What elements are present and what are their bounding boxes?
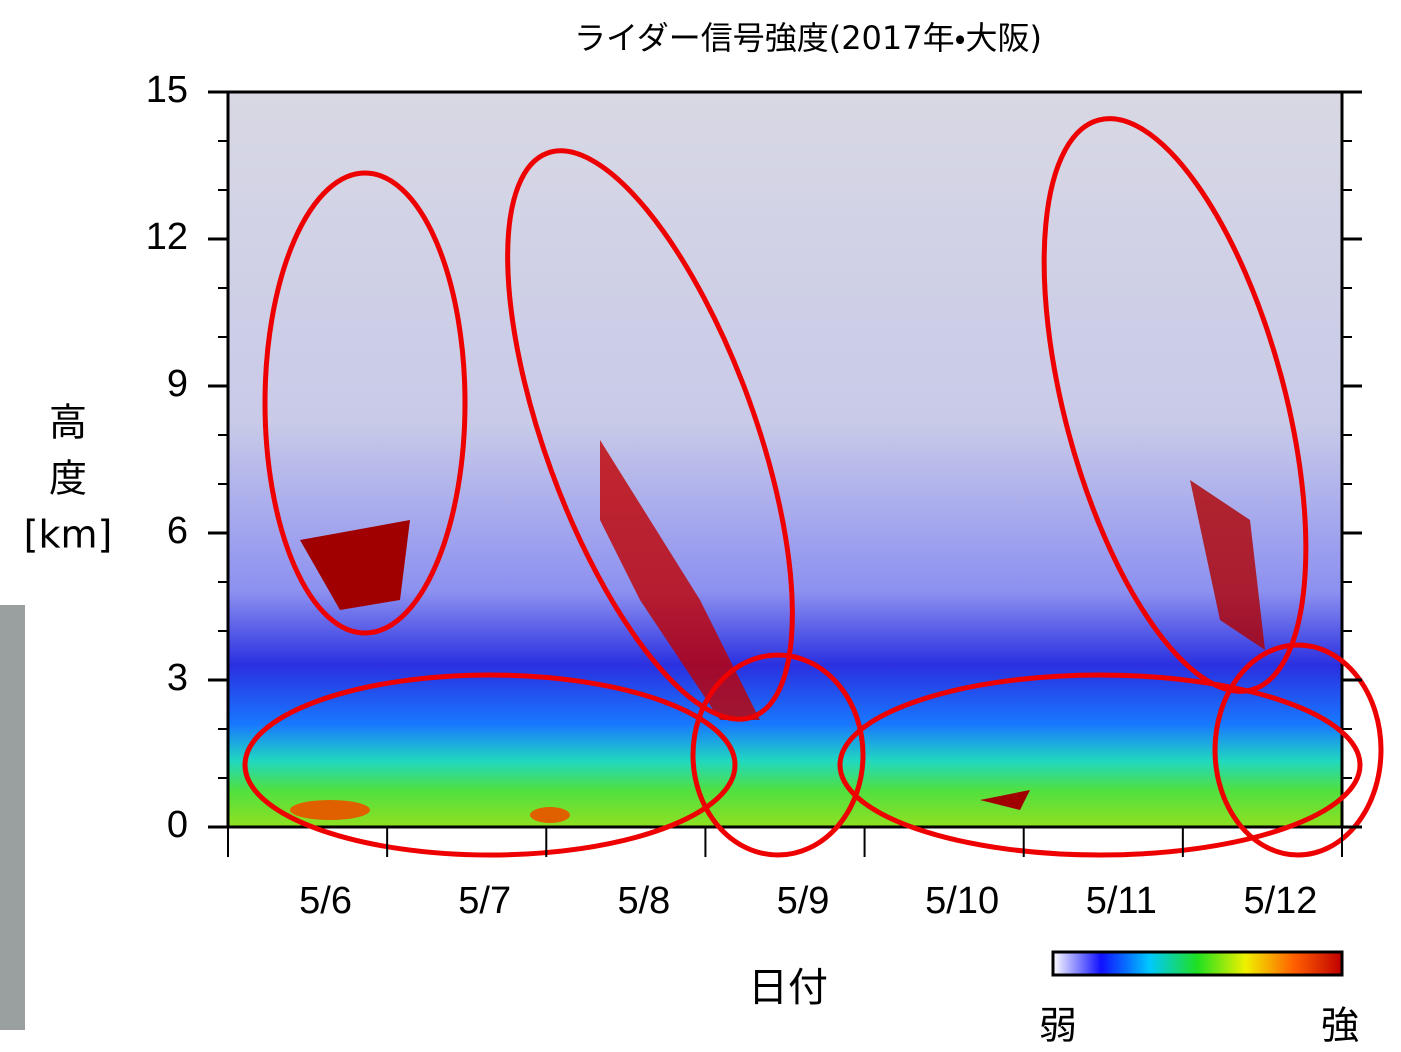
y-axis-label-line: 度 (49, 457, 87, 501)
x-tick-label: 5/9 (777, 880, 830, 922)
y-tick-label: 0 (167, 804, 188, 846)
colorbar-label: 強 (1321, 1004, 1359, 1048)
colorbar (1051, 950, 1344, 977)
colorbar-label: 弱 (1039, 1004, 1077, 1048)
x-tick-label: 5/8 (617, 880, 670, 922)
x-tick-label: 5/11 (1086, 880, 1157, 922)
y-tick-label: 3 (167, 657, 188, 699)
y-axis-label-line: 高 (49, 401, 87, 445)
x-tick-label: 5/12 (1243, 880, 1317, 922)
y-axis-label-line: [km] (24, 513, 113, 557)
y-tick-label: 6 (167, 510, 188, 552)
x-axis-label: 日付 (748, 965, 828, 1011)
x-tick-label: 5/10 (925, 880, 999, 922)
y-tick-label: 9 (167, 363, 188, 405)
x-tick-label: 5/7 (458, 880, 511, 922)
y-axis-label: 高度 [km] (24, 401, 113, 557)
heatmap (226, 90, 1344, 829)
y-tick-label: 15 (146, 69, 188, 111)
y-tick-label: 12 (146, 216, 188, 258)
x-tick-label: 5/6 (299, 880, 352, 922)
photo-strip (0, 605, 25, 1030)
annotations (242, 116, 1384, 858)
chart-title: ライダー信号強度(2017年・大阪) (574, 19, 1042, 57)
